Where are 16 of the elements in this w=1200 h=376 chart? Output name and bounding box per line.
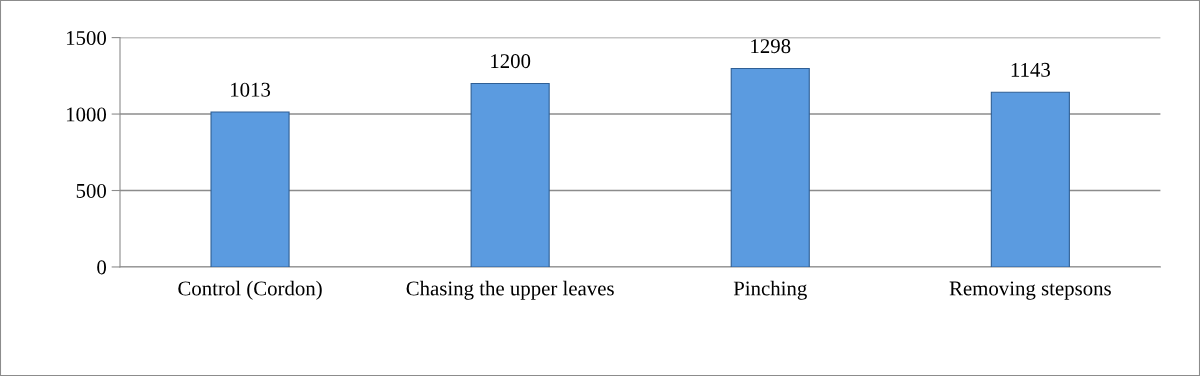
bar [990,91,1070,267]
bar [730,67,810,267]
y-tick-label: 1000 [66,107,107,122]
y-tick-label: 0 [97,260,107,275]
bar [210,111,290,267]
y-tick-label: 500 [76,183,107,198]
bar [470,82,550,267]
y-tick-label: 1500 [66,30,107,46]
data-label: 1298 [751,39,791,54]
data-label: 1143 [1011,62,1050,77]
x-tick-label: Removing stepsons [949,281,1111,300]
x-tick-label: Control (Cordon) [178,280,322,300]
x-tick-label: Pinching [733,280,807,300]
data-label: 1013 [231,82,271,97]
x-tick-label: Chasing the upper leaves [406,280,614,300]
data-label: 1200 [491,54,531,69]
